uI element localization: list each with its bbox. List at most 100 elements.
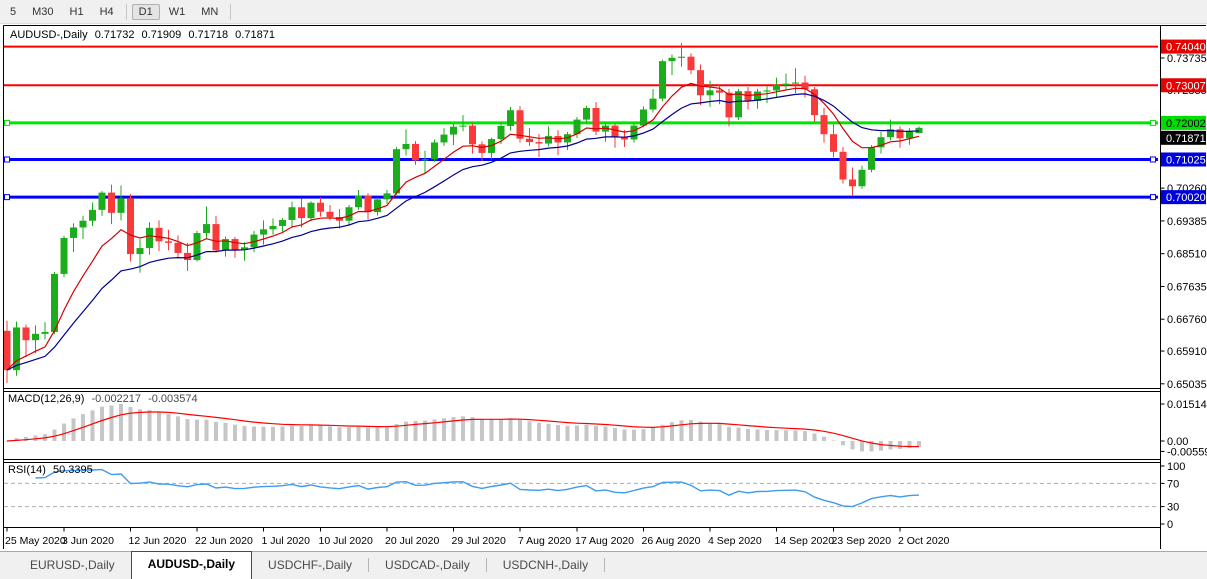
candle-body bbox=[583, 107, 590, 120]
rsi-axis-label: 30 bbox=[1167, 502, 1179, 514]
tab-usdcnh[interactable]: USDCNH-,Daily bbox=[502, 558, 589, 572]
candle-body bbox=[877, 137, 885, 148]
tab-usdcad[interactable]: USDCAD-,Daily bbox=[385, 558, 470, 572]
tab-usdchf[interactable]: USDCHF-,Daily bbox=[268, 558, 353, 572]
timeframe-button-d1[interactable]: D1 bbox=[131, 3, 160, 20]
macd-histogram-bar bbox=[879, 441, 883, 451]
candle-body bbox=[193, 233, 201, 261]
price-badge-0.74040: 0.74040 bbox=[1161, 39, 1206, 54]
candle-body bbox=[906, 130, 913, 139]
macd-histogram-bar bbox=[755, 429, 760, 441]
candle-body bbox=[250, 234, 258, 248]
macd-histogram-bar bbox=[375, 427, 380, 441]
candle-body bbox=[51, 273, 58, 332]
price-badge-text: 0.71871 bbox=[1166, 133, 1206, 145]
macd-histogram-bar bbox=[774, 430, 779, 441]
candle-body bbox=[421, 159, 429, 161]
price-badge-text: 0.72002 bbox=[1166, 118, 1206, 130]
macd-histogram-bar bbox=[793, 430, 798, 441]
symbol-tabbar: EURUSD-,Daily AUDUSD-,Daily USDCHF-,Daily U… bbox=[0, 551, 1207, 579]
macd-axis[interactable]: 0.015142 0.00-0.005595 bbox=[1160, 399, 1207, 458]
macd-signal-value: -0.003574 bbox=[148, 393, 198, 405]
tab-eurusd[interactable]: EURUSD-,Daily bbox=[30, 558, 115, 572]
macd-histogram-bar bbox=[594, 425, 598, 441]
candle-body bbox=[611, 125, 619, 137]
timeframe-button-mn[interactable]: MN bbox=[201, 5, 219, 18]
candle-body bbox=[79, 220, 87, 228]
candle-body bbox=[70, 227, 77, 238]
macd-histogram-bar bbox=[565, 425, 570, 441]
macd-histogram-bar bbox=[831, 440, 836, 441]
macd-histogram-bar bbox=[442, 418, 446, 441]
macd-histogram-bar bbox=[299, 425, 304, 441]
macd-histogram-bar bbox=[195, 419, 199, 441]
candle-body bbox=[117, 198, 125, 213]
timeframe-button-w1[interactable]: W1 bbox=[168, 5, 186, 18]
macd-axis-label: -0.005595 bbox=[1167, 446, 1207, 458]
tab-audusd[interactable]: AUDUSD-,Daily bbox=[130, 551, 253, 579]
macd-histogram-bar bbox=[860, 441, 864, 452]
candle-body bbox=[374, 199, 381, 213]
candle-body bbox=[431, 142, 438, 160]
candle-body bbox=[858, 169, 866, 187]
candle-body bbox=[136, 248, 144, 255]
candle-body bbox=[735, 91, 742, 118]
candle-body bbox=[716, 90, 723, 93]
candlestick-series bbox=[4, 43, 923, 383]
rsi-axis[interactable]: 100 70 30 0 bbox=[1160, 461, 1186, 531]
price-badge-0.73007: 0.73007 bbox=[1161, 78, 1206, 93]
price-badge-0.71025: 0.71025 bbox=[1161, 152, 1206, 167]
candle-body bbox=[459, 125, 467, 127]
macd-histogram-bar bbox=[784, 430, 788, 441]
hline-handle[interactable] bbox=[4, 156, 10, 163]
candle-body bbox=[203, 224, 210, 234]
timeframe-button-m30[interactable]: M30 bbox=[32, 5, 54, 18]
macd-histogram-bar bbox=[261, 426, 266, 441]
hline-handle[interactable] bbox=[1150, 156, 1156, 163]
hline-handle[interactable] bbox=[4, 119, 10, 126]
macd-histogram-bar bbox=[480, 418, 484, 441]
macd-histogram-bar bbox=[850, 441, 855, 450]
macd-axis-label: 0.015142 bbox=[1167, 399, 1207, 411]
macd-histogram-bar bbox=[157, 412, 161, 441]
tab-separator bbox=[368, 558, 370, 572]
candle-body bbox=[155, 227, 163, 242]
candle-body bbox=[345, 207, 353, 221]
date-tick-label: 7 Aug 2020 bbox=[518, 535, 571, 547]
date-tick-label: 1 Jul 2020 bbox=[262, 535, 311, 547]
timeframe-button-5[interactable]: 5 bbox=[10, 5, 17, 18]
hline-handle[interactable] bbox=[4, 194, 10, 201]
price-tick-label: 0.68510 bbox=[1167, 249, 1207, 261]
candle-body bbox=[383, 193, 391, 200]
macd-histogram-bar bbox=[736, 427, 741, 441]
date-tick-label: 3 Jun 2020 bbox=[62, 535, 114, 547]
macd-histogram-bar bbox=[518, 419, 522, 441]
macd-histogram-bar bbox=[100, 406, 104, 441]
hline-handle[interactable] bbox=[1150, 119, 1156, 126]
date-tick-label: 2 Oct 2020 bbox=[898, 535, 950, 547]
timeframe-button-h4[interactable]: H4 bbox=[99, 5, 114, 18]
candle-body bbox=[393, 149, 400, 194]
price-axis[interactable]: 0.737350.728850.702600.693850.685100.676… bbox=[1160, 39, 1207, 391]
price-badge-bg bbox=[1161, 130, 1206, 145]
macd-histogram-bar bbox=[413, 420, 418, 441]
macd-histogram-bar bbox=[641, 429, 646, 441]
macd-histogram-bar bbox=[603, 426, 608, 441]
candle-body bbox=[241, 247, 248, 250]
timeframe-button-h1[interactable]: H1 bbox=[69, 5, 84, 18]
close-value: 0.71871 bbox=[235, 29, 275, 41]
candle-body bbox=[317, 202, 324, 212]
candle-body bbox=[849, 179, 856, 187]
macd-histogram-bar bbox=[689, 419, 693, 441]
candle-body bbox=[782, 83, 790, 86]
candle-body bbox=[573, 119, 581, 135]
macd-histogram-bar bbox=[708, 422, 712, 441]
macd-histogram-bar bbox=[717, 424, 722, 441]
macd-histogram-bar bbox=[347, 427, 351, 441]
hline-handle[interactable] bbox=[1150, 194, 1156, 201]
macd-indicator-label: MACD(12,26,9) -0.002217 -0.003574 bbox=[8, 393, 202, 405]
candle-body bbox=[127, 198, 134, 255]
candle-body bbox=[811, 89, 818, 116]
